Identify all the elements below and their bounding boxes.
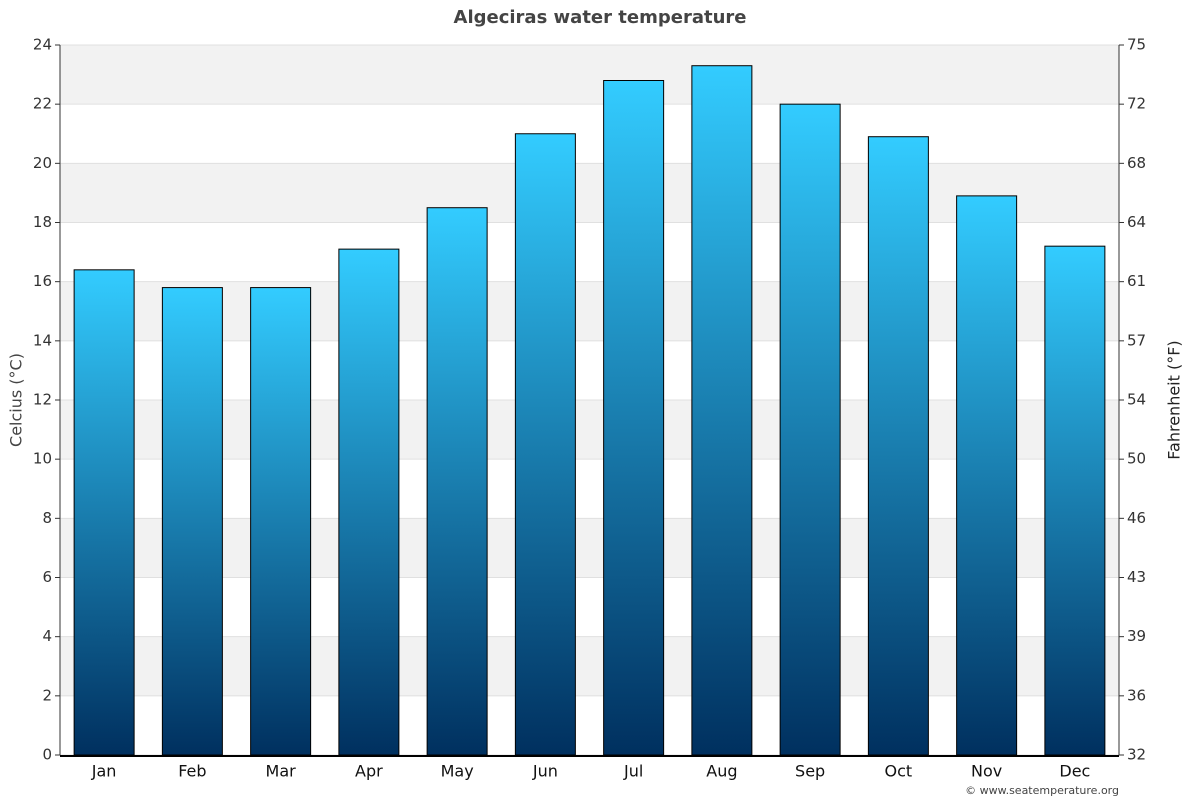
x-tick-label: Sep	[795, 762, 825, 781]
x-tick-label: Jun	[532, 762, 558, 781]
bar	[691, 65, 753, 756]
y2-tick-label: 32	[1127, 746, 1146, 764]
y-tick-label: 20	[33, 154, 52, 172]
y-tick-label: 24	[33, 36, 52, 54]
bar	[779, 103, 841, 756]
x-tick-label: Mar	[266, 762, 297, 781]
y2-tick-label: 50	[1127, 450, 1146, 468]
y2-tick-label: 68	[1127, 154, 1146, 172]
grid-band	[60, 281, 1119, 341]
grid-band	[60, 636, 1119, 696]
bar	[867, 136, 929, 756]
y2-tick-label: 54	[1127, 391, 1146, 409]
x-tick-label: Dec	[1059, 762, 1090, 781]
y2-tick-label: 72	[1127, 95, 1146, 113]
grid-band	[60, 163, 1119, 223]
y-tick-label: 8	[42, 509, 52, 527]
x-tick-label: Jan	[91, 762, 117, 781]
y2-tick-label: 43	[1127, 568, 1146, 586]
grid-band	[60, 518, 1119, 578]
grid-band	[60, 400, 1119, 460]
bar	[514, 133, 576, 756]
chart-title: Algeciras water temperature	[454, 7, 747, 28]
x-tick-label: Aug	[706, 762, 737, 781]
x-tick-label: May	[441, 762, 474, 781]
y2-tick-label: 36	[1127, 686, 1146, 704]
x-tick-label: Apr	[355, 762, 383, 781]
y2-tick-label: 39	[1127, 627, 1146, 645]
y-axis-label: Celcius (°C)	[7, 353, 26, 447]
y2-tick-label: 46	[1127, 509, 1146, 527]
y2-tick-label: 61	[1127, 272, 1146, 290]
bar	[161, 287, 223, 756]
plot-background	[60, 44, 1119, 756]
y-tick-label: 0	[42, 746, 52, 764]
x-tick-label: Nov	[971, 762, 1002, 781]
y-tick-label: 2	[42, 686, 52, 704]
grid-band	[60, 45, 1119, 105]
bar	[956, 195, 1018, 756]
x-tick-label: Feb	[178, 762, 206, 781]
y-tick-label: 4	[42, 627, 52, 645]
y-tick-label: 18	[33, 213, 52, 231]
y2-tick-label: 57	[1127, 331, 1146, 349]
y2-tick-label: 75	[1127, 36, 1146, 54]
y2-tick-label: 64	[1127, 213, 1146, 231]
bar	[1044, 245, 1106, 756]
bar	[426, 207, 488, 756]
y-tick-label: 6	[42, 568, 52, 586]
bar	[73, 269, 135, 756]
y-tick-label: 14	[33, 331, 52, 349]
x-tick-label: Oct	[885, 762, 913, 781]
y-tick-label: 22	[33, 95, 52, 113]
y-tick-label: 16	[33, 272, 52, 290]
credit: © www.seatemperature.org	[965, 784, 1119, 797]
bar	[250, 287, 312, 756]
x-tick-label: Jul	[623, 762, 643, 781]
y2-axis-label: Fahrenheit (°F)	[1165, 340, 1184, 459]
y-tick-label: 12	[33, 391, 52, 409]
bar	[338, 248, 400, 756]
y-tick-label: 10	[33, 450, 52, 468]
bar	[603, 80, 665, 756]
